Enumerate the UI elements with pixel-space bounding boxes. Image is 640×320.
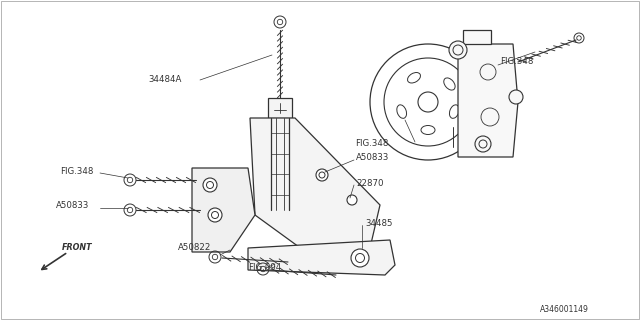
Circle shape	[316, 169, 328, 181]
Text: A50833: A50833	[56, 202, 90, 211]
Text: FIG.348: FIG.348	[500, 58, 533, 67]
Circle shape	[203, 178, 217, 192]
Polygon shape	[192, 168, 255, 252]
Text: 22870: 22870	[356, 179, 383, 188]
Circle shape	[509, 90, 523, 104]
Text: FRONT: FRONT	[62, 244, 93, 252]
Text: 34484A: 34484A	[148, 76, 181, 84]
Text: 34485: 34485	[365, 219, 392, 228]
Polygon shape	[458, 44, 518, 157]
Text: FIG.348: FIG.348	[355, 139, 388, 148]
Circle shape	[347, 195, 357, 205]
Text: A346001149: A346001149	[540, 306, 589, 315]
Text: A50833: A50833	[356, 154, 389, 163]
Polygon shape	[248, 240, 395, 275]
Circle shape	[475, 136, 491, 152]
Text: FIG.348: FIG.348	[60, 166, 93, 175]
Text: FIG.094: FIG.094	[248, 263, 281, 273]
Circle shape	[208, 208, 222, 222]
Circle shape	[449, 41, 467, 59]
Bar	[463, 30, 491, 44]
Polygon shape	[250, 118, 380, 255]
Text: A50822: A50822	[178, 244, 211, 252]
Bar	[268, 98, 292, 118]
Circle shape	[351, 249, 369, 267]
